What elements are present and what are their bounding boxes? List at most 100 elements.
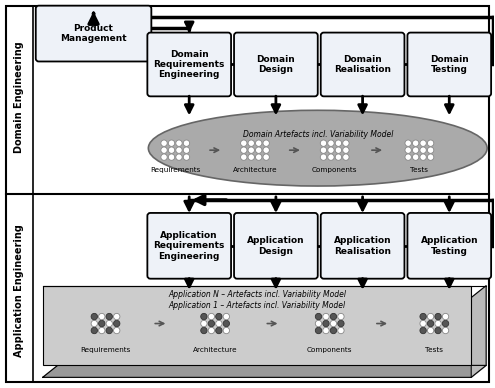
Circle shape [343, 147, 349, 153]
Text: Product
Management: Product Management [60, 24, 127, 43]
Circle shape [435, 314, 441, 320]
Text: Application
Realisation: Application Realisation [334, 236, 392, 256]
Text: Components: Components [307, 347, 352, 353]
Text: Architecture: Architecture [193, 347, 238, 353]
FancyBboxPatch shape [234, 213, 318, 279]
Circle shape [241, 147, 247, 153]
Text: Application
Requirements
Engineering: Application Requirements Engineering [153, 231, 225, 261]
Circle shape [183, 154, 190, 160]
Circle shape [99, 327, 105, 334]
Text: Tests: Tests [410, 167, 428, 173]
Circle shape [335, 140, 342, 146]
Text: Domain
Testing: Domain Testing [430, 55, 469, 74]
Ellipse shape [148, 110, 487, 186]
Circle shape [427, 320, 434, 327]
Text: Application N – Artefacts incl. Variability Model: Application N – Artefacts incl. Variabil… [168, 290, 346, 299]
Circle shape [323, 314, 329, 320]
Circle shape [323, 327, 329, 334]
Circle shape [420, 320, 426, 327]
Circle shape [420, 314, 426, 320]
Circle shape [435, 320, 441, 327]
Circle shape [315, 314, 322, 320]
Circle shape [330, 320, 337, 327]
Circle shape [343, 154, 349, 160]
Circle shape [248, 140, 254, 146]
Text: Domain
Requirements
Engineering: Domain Requirements Engineering [153, 50, 225, 80]
Text: Domain
Design: Domain Design [256, 55, 296, 74]
Circle shape [328, 140, 334, 146]
Circle shape [405, 154, 411, 160]
Circle shape [106, 314, 112, 320]
Circle shape [412, 140, 419, 146]
Circle shape [168, 147, 175, 153]
Circle shape [168, 140, 175, 146]
Circle shape [435, 327, 441, 334]
Circle shape [161, 154, 167, 160]
Circle shape [420, 147, 426, 153]
Circle shape [427, 314, 434, 320]
Circle shape [183, 140, 190, 146]
Text: Domain Engineering: Domain Engineering [14, 42, 24, 153]
Text: Tests: Tests [425, 347, 444, 353]
Text: Application
Design: Application Design [247, 236, 305, 256]
Circle shape [420, 327, 426, 334]
Circle shape [208, 314, 214, 320]
Circle shape [176, 140, 182, 146]
Circle shape [335, 147, 342, 153]
Circle shape [241, 154, 247, 160]
Circle shape [113, 320, 120, 327]
Circle shape [223, 327, 230, 334]
Circle shape [248, 147, 254, 153]
Circle shape [330, 314, 337, 320]
Circle shape [113, 327, 120, 334]
Circle shape [328, 147, 334, 153]
Circle shape [420, 140, 426, 146]
Circle shape [443, 314, 449, 320]
Circle shape [420, 154, 426, 160]
Circle shape [412, 154, 419, 160]
Circle shape [427, 140, 434, 146]
Text: Components: Components [312, 167, 357, 173]
Circle shape [263, 140, 269, 146]
Circle shape [338, 320, 344, 327]
Circle shape [241, 140, 247, 146]
Polygon shape [43, 365, 486, 378]
Circle shape [176, 147, 182, 153]
FancyBboxPatch shape [321, 213, 404, 279]
Circle shape [216, 314, 222, 320]
Circle shape [343, 140, 349, 146]
Circle shape [427, 147, 434, 153]
Circle shape [161, 147, 167, 153]
Circle shape [315, 320, 322, 327]
Circle shape [99, 320, 105, 327]
Circle shape [99, 314, 105, 320]
Circle shape [223, 320, 230, 327]
Circle shape [405, 140, 411, 146]
Text: Application
Testing: Application Testing [420, 236, 478, 256]
Circle shape [427, 154, 434, 160]
Circle shape [208, 327, 214, 334]
Text: Application 1 – Artefacts incl. Variability Model: Application 1 – Artefacts incl. Variabil… [168, 301, 346, 310]
Text: Domain Artefacts incl. Variability Model: Domain Artefacts incl. Variability Model [243, 130, 393, 139]
FancyBboxPatch shape [36, 6, 151, 61]
Circle shape [223, 314, 230, 320]
Circle shape [91, 314, 98, 320]
Text: Application Engineering: Application Engineering [14, 224, 24, 357]
Circle shape [255, 140, 262, 146]
Polygon shape [471, 286, 486, 378]
Circle shape [323, 320, 329, 327]
Circle shape [263, 154, 269, 160]
Circle shape [338, 314, 344, 320]
Text: Requirements: Requirements [80, 347, 131, 353]
FancyBboxPatch shape [148, 33, 231, 96]
Circle shape [427, 327, 434, 334]
Circle shape [200, 314, 207, 320]
Circle shape [255, 154, 262, 160]
Circle shape [168, 154, 175, 160]
FancyBboxPatch shape [407, 213, 491, 279]
Circle shape [443, 327, 449, 334]
Circle shape [183, 147, 190, 153]
Circle shape [200, 327, 207, 334]
Circle shape [443, 320, 449, 327]
Circle shape [315, 327, 322, 334]
